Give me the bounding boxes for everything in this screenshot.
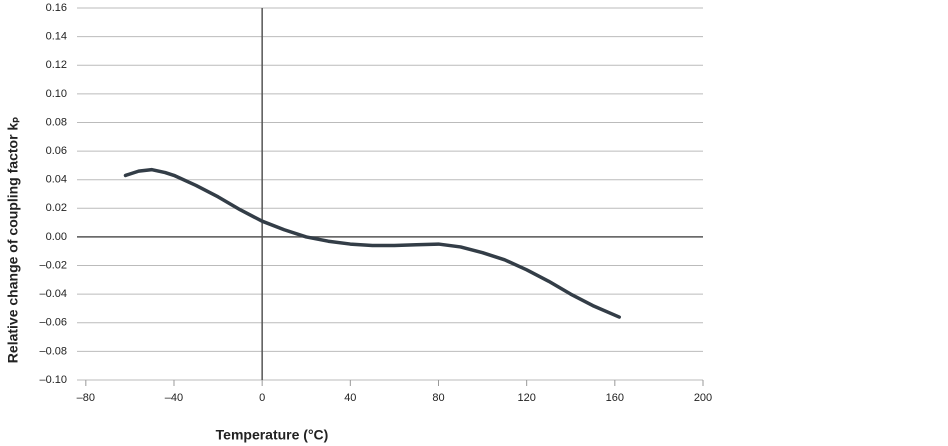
x-tick-label: 160 xyxy=(606,392,624,404)
y-tick-label: –0.08 xyxy=(39,345,67,357)
y-tick-label: 0.14 xyxy=(46,31,67,43)
x-tick-label: 80 xyxy=(432,392,444,404)
y-tick-label: –0.10 xyxy=(39,374,67,386)
x-axis-title: Temperature (°C) xyxy=(216,427,329,443)
y-tick-label: 0.10 xyxy=(46,88,67,100)
y-axis-title: Relative change of coupling factor kₚ xyxy=(5,117,21,363)
y-tick-label: 0.04 xyxy=(46,174,67,186)
x-tick-label: 0 xyxy=(259,392,265,404)
x-tick-label: 40 xyxy=(344,392,356,404)
y-tick-label: 0.06 xyxy=(46,145,67,157)
y-tick-label: –0.04 xyxy=(39,288,67,300)
y-tick-label: 0.16 xyxy=(46,2,67,14)
line xyxy=(123,167,621,319)
y-tick-label: –0.02 xyxy=(39,259,67,271)
x-tick-label: 120 xyxy=(517,392,535,404)
y-tick-label: 0.00 xyxy=(46,231,67,243)
x-tick-label: –40 xyxy=(165,392,183,404)
y-tick-label: –0.06 xyxy=(39,317,67,329)
y-tick-label: 0.12 xyxy=(46,59,67,71)
y-tick-label: 0.02 xyxy=(46,202,67,214)
x-tick-label: –80 xyxy=(77,392,95,404)
y-tick-label: 0.08 xyxy=(46,116,67,128)
x-tick-label: 200 xyxy=(694,392,712,404)
